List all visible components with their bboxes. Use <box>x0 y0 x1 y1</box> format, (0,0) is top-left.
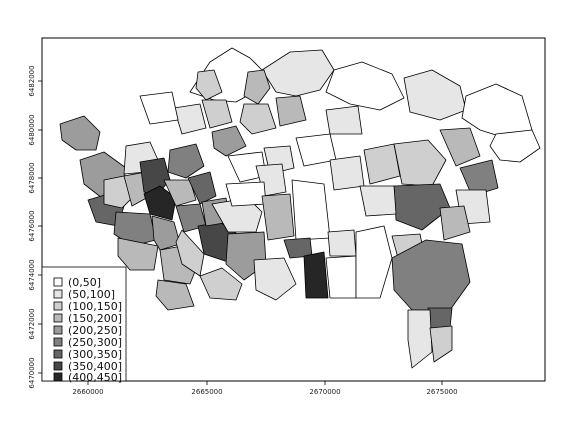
map-region <box>225 181 267 207</box>
x-tick-label: 2670000 <box>309 388 340 396</box>
map-region <box>439 205 471 241</box>
y-tick: 6482000 <box>28 65 42 97</box>
map-region <box>117 237 159 271</box>
map-region <box>151 215 181 251</box>
legend-label: (400,450] <box>68 371 122 384</box>
map-region <box>325 105 363 135</box>
map-region <box>253 257 297 301</box>
legend-label: (50,100] <box>68 288 115 301</box>
map-region <box>325 61 405 111</box>
x-tick: 2660000 <box>72 381 104 396</box>
map-region <box>303 251 329 299</box>
x-tick-label: 2660000 <box>72 388 103 396</box>
y-tick-label: 6476000 <box>28 210 36 241</box>
map-region <box>261 49 335 97</box>
legend-entry: (400,450] <box>53 371 122 384</box>
map-region <box>459 159 499 197</box>
map-region <box>359 185 397 217</box>
legend: (0,50] (50,100] (100,150] (150,200] (200… <box>41 266 127 384</box>
map-region <box>325 255 357 299</box>
y-tick-label: 6480000 <box>28 114 36 145</box>
x-tick: 2675000 <box>426 381 458 396</box>
map-region <box>427 307 453 329</box>
map-region <box>391 239 471 311</box>
y-axis: 6470000 6472000 6474000 6476000 6478000 … <box>28 65 42 389</box>
legend-label: (0,50] <box>68 276 101 289</box>
legend-swatch <box>53 372 63 382</box>
map-region <box>103 175 133 209</box>
legend-entry: (200,250] <box>53 324 122 337</box>
y-tick: 6478000 <box>28 162 42 194</box>
y-tick-label: 6474000 <box>28 259 36 290</box>
map-region <box>407 309 433 369</box>
y-tick: 6480000 <box>28 114 42 146</box>
map-region <box>167 143 205 179</box>
map-region <box>489 129 541 163</box>
legend-swatch <box>53 349 63 359</box>
legend-entry: (300,350] <box>53 348 122 361</box>
legend-label: (300,350] <box>68 348 122 361</box>
x-tick-label: 2675000 <box>426 388 457 396</box>
x-tick: 2665000 <box>191 381 223 396</box>
map-region <box>393 139 447 187</box>
y-tick: 6474000 <box>28 259 42 291</box>
map-region <box>201 99 233 129</box>
map-region <box>211 125 247 157</box>
map-region <box>163 179 197 207</box>
y-tick-label: 6478000 <box>28 162 36 193</box>
map-region <box>439 127 481 167</box>
y-tick-label: 6472000 <box>28 308 36 339</box>
y-tick: 6472000 <box>28 308 42 340</box>
map-region <box>173 103 207 135</box>
legend-label: (100,150] <box>68 300 122 313</box>
legend-entry: (0,50] <box>53 276 101 289</box>
legend-label: (250,300] <box>68 336 122 349</box>
map-region <box>139 91 179 125</box>
map-region <box>175 229 205 277</box>
legend-swatch <box>53 361 63 371</box>
x-axis: 2660000 2665000 2670000 2675000 <box>72 381 458 396</box>
legend-swatch <box>53 289 63 299</box>
map-region <box>429 325 453 363</box>
map-region <box>59 115 101 151</box>
x-tick-label: 2665000 <box>191 388 222 396</box>
legend-entry: (150,200] <box>53 312 122 325</box>
legend-entry: (350,400] <box>53 360 122 373</box>
x-tick: 2670000 <box>309 381 341 396</box>
legend-label: (200,250] <box>68 324 122 337</box>
map-region <box>275 95 307 127</box>
map-region <box>143 185 177 221</box>
legend-swatch <box>53 277 63 287</box>
y-tick: 6476000 <box>28 210 42 242</box>
map-region <box>195 69 223 101</box>
legend-entry: (250,300] <box>53 336 122 349</box>
y-tick-label: 6482000 <box>28 65 36 96</box>
map-region <box>155 279 195 311</box>
map-region <box>291 179 331 241</box>
map-region <box>199 267 243 301</box>
legend-entry: (100,150] <box>53 300 122 313</box>
map-region <box>187 171 217 205</box>
map-region <box>329 155 365 191</box>
legend-label: (350,400] <box>68 360 122 373</box>
map-region <box>327 229 357 257</box>
y-tick: 6470000 <box>28 357 42 389</box>
region-layer <box>59 47 541 369</box>
map-region <box>243 69 271 105</box>
legend-label: (150,200] <box>68 312 122 325</box>
legend-swatch <box>53 325 63 335</box>
y-tick-label: 6470000 <box>28 357 36 388</box>
legend-entry: (50,100] <box>53 288 115 301</box>
legend-swatch <box>53 301 63 311</box>
legend-swatch <box>53 313 63 323</box>
map-region <box>239 103 277 135</box>
map-region <box>355 225 393 299</box>
map-region <box>261 193 295 241</box>
legend-swatch <box>53 337 63 347</box>
